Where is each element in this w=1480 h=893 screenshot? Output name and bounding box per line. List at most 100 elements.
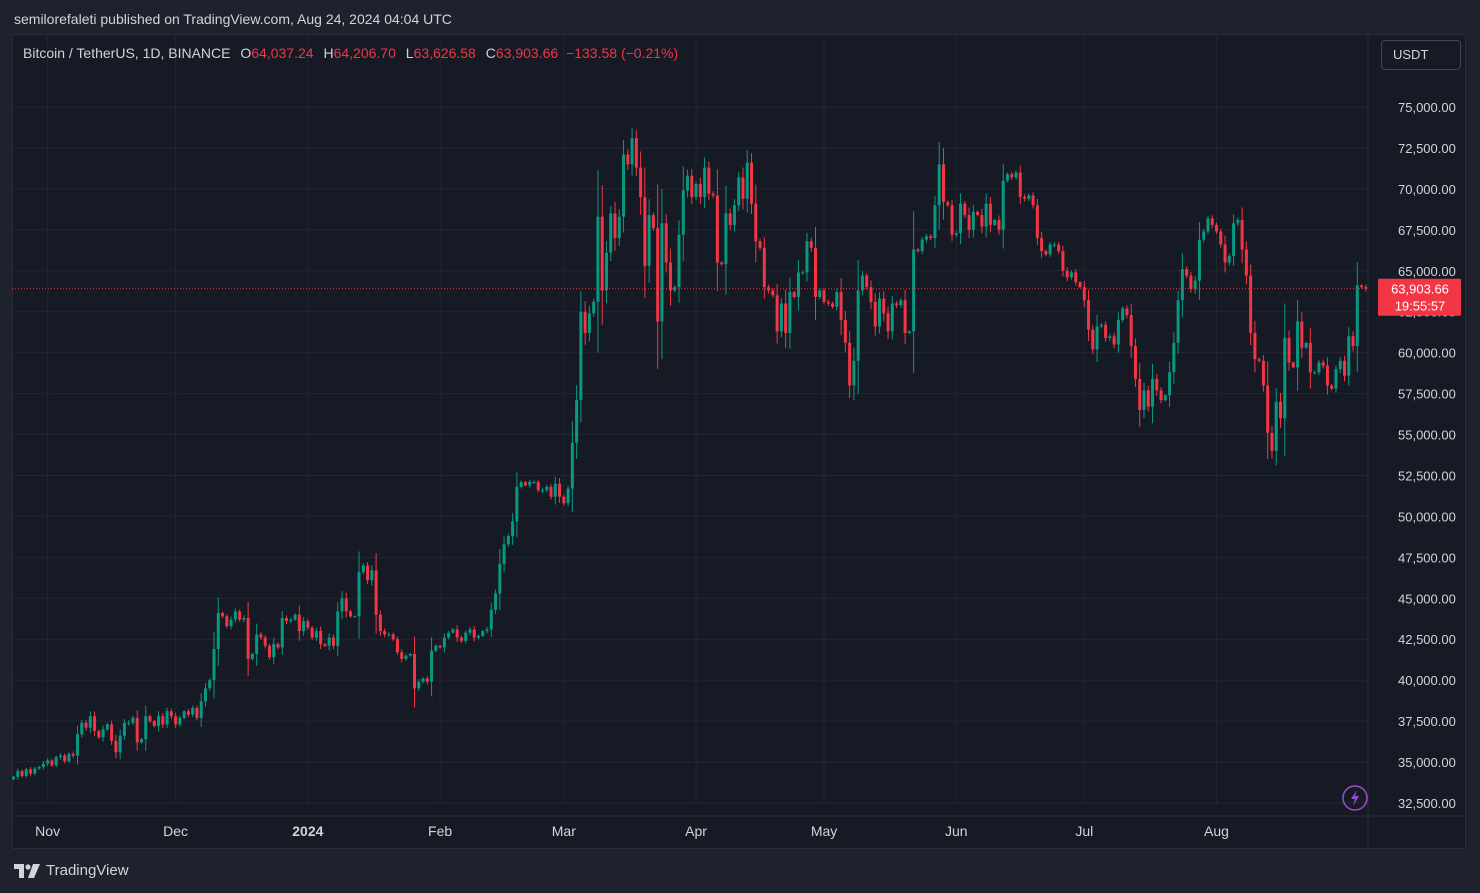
y-tick-label: 70,000.00	[1398, 182, 1456, 197]
currency-button[interactable]: USDT	[1381, 40, 1461, 70]
candle-body	[203, 688, 207, 702]
high-label: H	[323, 45, 334, 61]
candle-body	[259, 634, 263, 638]
candle-body	[225, 616, 229, 627]
candle-body	[494, 593, 498, 610]
candle-body	[1364, 287, 1368, 289]
candle-body	[647, 215, 651, 266]
candle-body	[1287, 337, 1291, 363]
candle-body	[566, 488, 570, 504]
candle-body	[421, 678, 425, 682]
candle-body	[84, 722, 88, 728]
open-value: 64,037.24	[251, 45, 314, 61]
candle-body	[1351, 336, 1355, 347]
candle-body	[1108, 336, 1112, 338]
candle-body	[570, 442, 574, 489]
y-tick-label: 52,500.00	[1398, 468, 1456, 483]
candle-body	[144, 716, 148, 740]
candle-body	[690, 175, 694, 198]
candle-body	[895, 303, 899, 306]
candle-body	[353, 616, 357, 618]
candle-body	[267, 645, 271, 658]
symbol-name[interactable]: Bitcoin / TetherUS, 1D, BINANCE	[23, 45, 231, 61]
candle-body	[216, 613, 220, 650]
candle-body	[924, 236, 928, 240]
candle-body	[762, 247, 766, 288]
lightning-icon[interactable]	[1342, 785, 1368, 811]
candle-body	[984, 203, 988, 227]
candle-body	[1261, 360, 1265, 386]
candle-body	[976, 211, 980, 216]
candle-body	[818, 290, 822, 297]
candle-body	[519, 482, 523, 487]
candle-body	[954, 233, 958, 235]
candle-body	[485, 629, 489, 632]
candle-body	[67, 753, 71, 762]
candle-body	[310, 627, 314, 638]
candle-body	[1189, 275, 1193, 289]
candle-body	[387, 634, 391, 636]
candlestick-chart[interactable]: 32,500.00 35,000.00 37,500.00 40,000.00 42,5…	[12, 34, 1466, 849]
candle-body	[498, 563, 502, 594]
ohlc-legend: Bitcoin / TetherUS, 1D, BINANCE O64,037.…	[23, 45, 678, 61]
candle-body	[272, 644, 276, 658]
candle-body	[890, 303, 894, 332]
candle-body	[549, 486, 553, 497]
candle-body	[784, 303, 788, 333]
candle-body	[114, 740, 118, 753]
candle-body	[430, 650, 434, 682]
candle-body	[229, 619, 233, 627]
candle-body	[1099, 324, 1103, 327]
publish-info: semilorefaleti published on TradingView.…	[14, 11, 452, 27]
candle-body	[1163, 395, 1167, 401]
x-tick-label: Nov	[35, 823, 60, 839]
candle-body	[1104, 324, 1108, 338]
candle-body	[468, 629, 472, 633]
candle-body	[455, 629, 459, 638]
y-tick-label: 65,000.00	[1398, 264, 1456, 279]
candle-body	[1197, 239, 1201, 281]
candle-body	[1180, 269, 1184, 301]
close-value: 63,903.66	[495, 45, 559, 61]
chart-panel	[12, 34, 1466, 849]
candle-body	[728, 213, 732, 225]
candle-body	[404, 655, 408, 659]
candle-body	[1308, 342, 1312, 373]
candle-body	[750, 162, 754, 204]
candle-body	[1232, 223, 1236, 257]
candle-body	[856, 290, 860, 361]
candle-body	[1155, 378, 1159, 391]
candle-body	[583, 311, 587, 333]
candle-body	[613, 213, 617, 239]
candle-body	[1321, 362, 1325, 366]
candle-body	[651, 215, 655, 229]
candle-body	[532, 482, 536, 484]
candle-body	[720, 262, 724, 265]
candle-body	[1087, 300, 1091, 330]
candle-body	[212, 649, 216, 681]
candle-body	[1193, 280, 1197, 289]
candle-body	[1347, 336, 1351, 376]
y-tick-label: 72,500.00	[1398, 141, 1456, 156]
y-tick-label: 47,500.00	[1398, 550, 1456, 565]
candle-body	[378, 614, 382, 632]
candle-body	[630, 138, 634, 165]
candle-body	[1069, 272, 1073, 278]
x-tick-label: Feb	[428, 823, 452, 839]
candle-body	[575, 400, 579, 443]
candle-body	[481, 631, 485, 636]
candle-body	[1168, 372, 1172, 396]
candle-body	[771, 290, 775, 296]
candle-body	[148, 716, 152, 722]
candle-body	[1091, 329, 1095, 350]
candle-body	[178, 717, 182, 725]
candle-body	[1223, 244, 1227, 263]
candle-body	[639, 167, 643, 198]
y-tick-label: 37,500.00	[1398, 714, 1456, 729]
footer-branding: TradingView	[14, 862, 129, 879]
candle-body	[20, 771, 24, 776]
candle-body	[366, 565, 370, 581]
candle-body	[191, 708, 195, 715]
candle-body	[1035, 205, 1039, 239]
candle-body	[1151, 378, 1155, 407]
